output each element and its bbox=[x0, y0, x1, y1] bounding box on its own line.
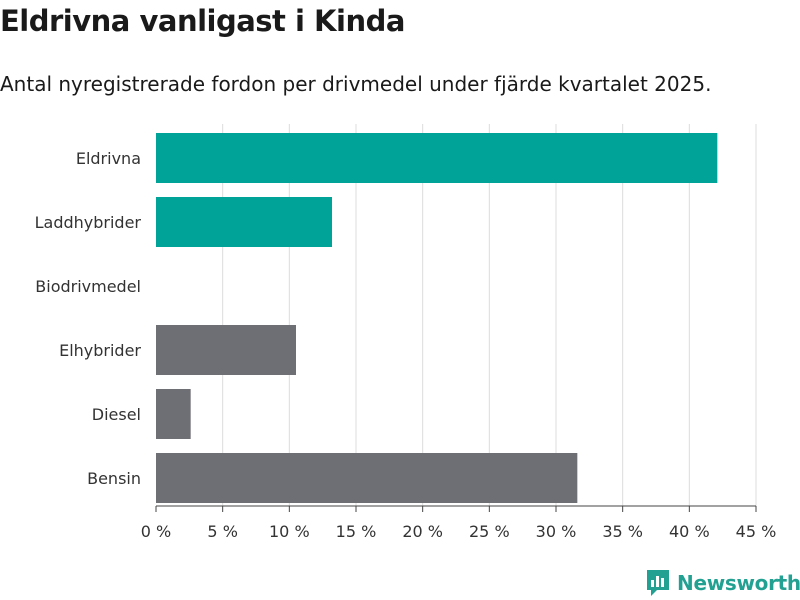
brand-name: Newsworthy bbox=[677, 571, 800, 595]
bar-eldrivna bbox=[156, 133, 718, 183]
x-tick-label: 5 % bbox=[207, 522, 237, 541]
category-label: Laddhybrider bbox=[35, 213, 142, 232]
category-label: Elhybrider bbox=[59, 341, 141, 360]
newsworthy-logo: Newsworthy bbox=[645, 568, 800, 598]
x-tick-label: 45 % bbox=[736, 522, 777, 541]
bar-diesel bbox=[156, 389, 191, 439]
x-tick-label: 15 % bbox=[336, 522, 377, 541]
x-tick-label: 30 % bbox=[536, 522, 577, 541]
x-tick-label: 10 % bbox=[269, 522, 310, 541]
x-tick-label: 20 % bbox=[402, 522, 443, 541]
x-tick-label: 40 % bbox=[669, 522, 710, 541]
chart-subtitle: Antal nyregistrerade fordon per drivmede… bbox=[0, 72, 712, 96]
category-label: Biodrivmedel bbox=[35, 277, 141, 296]
category-label: Eldrivna bbox=[76, 149, 141, 168]
x-tick-label: 35 % bbox=[602, 522, 643, 541]
newsworthy-icon bbox=[647, 570, 669, 596]
bar-laddhybrider bbox=[156, 197, 332, 247]
chart-title: Eldrivna vanligast i Kinda bbox=[0, 4, 405, 38]
category-label: Bensin bbox=[87, 469, 141, 488]
bar-elhybrider bbox=[156, 325, 296, 375]
category-label: Diesel bbox=[92, 405, 141, 424]
x-tick-label: 0 % bbox=[141, 522, 171, 541]
bar-bensin bbox=[156, 453, 578, 503]
x-tick-label: 25 % bbox=[469, 522, 510, 541]
